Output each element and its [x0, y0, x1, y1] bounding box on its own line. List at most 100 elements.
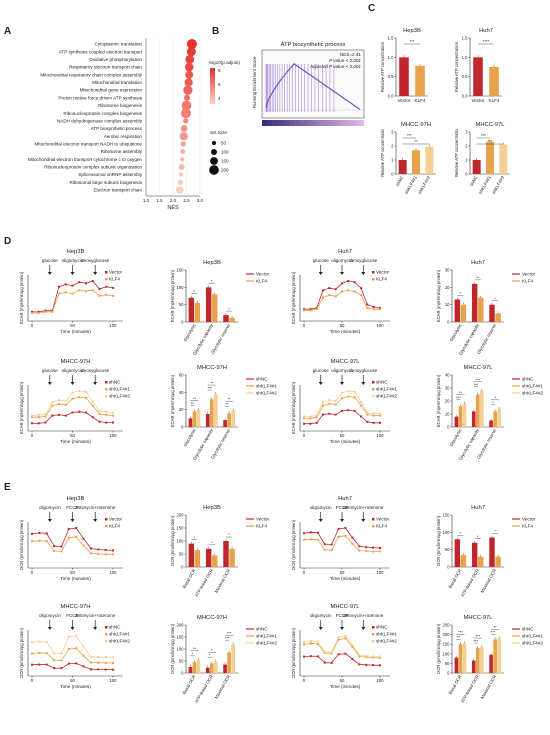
chart-d5-point: [98, 413, 101, 416]
chart-d3-legend-label: KLF4: [376, 277, 387, 282]
chart-e7-point: [379, 664, 381, 667]
chart-e6-y-tick: 0: [181, 671, 184, 676]
chart-a-size-dot: [209, 165, 219, 175]
chart-d8-legend-label: shKLF4#1: [522, 384, 543, 389]
chart-d7-point: [347, 395, 350, 398]
chart-e1-point: [89, 552, 92, 555]
chart-a-category-label: Proton motive force driven ATP synthesis: [58, 95, 142, 100]
chart-d3-point: [353, 290, 356, 293]
chart-d7-point: [309, 422, 312, 425]
chart-e3-x-tick: 0: [303, 570, 306, 575]
chart-d3-injection-label: glucose: [313, 258, 329, 263]
chart-d5-injection-label: deoxyglucose: [81, 368, 110, 373]
chart-a-category-label: Ribosome assembly: [101, 149, 143, 154]
chart-d5-title: MHCC-97H: [61, 359, 91, 365]
chart-c3-bar: [412, 150, 420, 174]
chart-d6-y-tick: 60: [179, 373, 184, 378]
chart-b-rank-cell: [272, 120, 275, 126]
chart-e6-x-tick: Basal OCR: [181, 674, 196, 695]
chart-e7-legend-label: shKLF4#1: [376, 632, 397, 637]
chart-c4-y-tick: 1: [465, 158, 468, 163]
chart-d8-sig-label: ***: [456, 395, 461, 400]
chart-d3-point: [334, 288, 337, 291]
chart-d5-point: [85, 390, 87, 393]
chart-c3-sig-label: ***: [407, 133, 412, 138]
chart-e3-title: Huh7: [338, 496, 352, 502]
chart-d1-legend-swatch: [105, 278, 108, 281]
chart-e1-point: [97, 548, 100, 551]
chart-b-rank-cell: [320, 120, 324, 126]
chart-d2-bar: [229, 317, 235, 322]
chart-d7-injection-label: glucose: [313, 368, 329, 373]
chart-e7-point: [303, 641, 305, 644]
chart-d5-point: [37, 422, 40, 425]
chart-d5-legend-label: shNC: [109, 380, 121, 385]
chart-e3-point: [379, 550, 381, 553]
chart-e7-legend-label: shNC: [376, 625, 388, 630]
chart-d7-point: [328, 412, 331, 415]
chart-b-gsea: ATP biosynthetic process Running Enrichme…: [252, 42, 365, 126]
chart-d6-bar: [231, 410, 235, 427]
chart-e3-x-tick: 50: [340, 570, 345, 575]
chart-e7-point: [316, 643, 319, 645]
chart-e1-point: [82, 537, 85, 540]
chart-e2-title: Hep3B: [203, 505, 221, 511]
chart-c3-y-label: Relative ATP concentratio: [380, 128, 385, 176]
chart-e3-legend-swatch: [372, 525, 375, 528]
chart-a-x-tick: 1.0: [143, 198, 150, 203]
chart-d7-legend-label: shKLF4#1: [376, 387, 397, 392]
chart-b-rank-cell: [284, 120, 288, 126]
chart-e1-lines: Hep3B OCR (pmol/min/μg protein) 0 50 100 Time…: [19, 496, 123, 581]
chart-e6-sig-label: **: [193, 646, 197, 651]
chart-d4-y-tick: 0: [447, 320, 450, 325]
chart-d6-y-tick: 40: [179, 390, 184, 395]
chart-d5-point: [105, 413, 108, 416]
chart-d7-legend-label: shKLF4#2: [376, 394, 397, 399]
chart-d1-point: [71, 292, 74, 295]
chart-e8-legend-label: shNC: [522, 627, 534, 632]
chart-e5-point: [38, 663, 41, 666]
chart-d1-legend-label: Vector: [109, 270, 122, 275]
chart-d7-point: [366, 411, 369, 414]
panel-label-b: B: [212, 26, 219, 37]
chart-d1-x-label: Time (minutes): [60, 329, 91, 334]
chart-e3-y-label: OCR (pmol/min/μg protein): [291, 519, 296, 570]
chart-e2-y-label: OCR (pmol/min/μg protein): [170, 515, 175, 566]
chart-b-rank-cell: [318, 120, 321, 126]
chart-e1-injection-label: oligomycin: [39, 505, 61, 510]
chart-e1-x-tick: 50: [70, 570, 75, 575]
chart-e4-y-label: OCR (pmol/min/μg protein): [436, 515, 441, 566]
chart-e2-x-tick: Basal OCR: [181, 568, 196, 589]
chart-e1-point: [67, 527, 70, 530]
chart-d5-point: [44, 413, 47, 416]
chart-d3-x-tick: 50: [340, 323, 345, 328]
chart-d8-bar: [462, 403, 467, 427]
chart-b-rank-cell: [282, 120, 286, 126]
chart-e3-point: [337, 535, 340, 538]
chart-e5-injection-label: oligomycin: [39, 613, 61, 618]
chart-a-category-label: Ribosomal large subunit biogenesis: [69, 180, 142, 185]
chart-d7-point: [322, 400, 324, 403]
chart-e1-point: [38, 539, 41, 542]
chart-d3-point: [379, 307, 381, 310]
chart-d2-x-tick: Glycolytic reserve: [210, 322, 232, 354]
chart-e1-series-line: [31, 536, 113, 555]
chart-e6-bar: [192, 662, 197, 673]
chart-d7-point: [379, 421, 381, 424]
chart-c2-y-label: Relative ATP concentration: [454, 41, 459, 92]
chart-e5-legend-label: shNC: [109, 625, 121, 630]
chart-e7-point: [303, 643, 305, 646]
chart-e5-point: [104, 668, 107, 671]
chart-e8-bar: [475, 648, 480, 673]
chart-d1-lines: Hep3B ECAR (mpH/min/μg protein) 0 50 100 Time…: [19, 249, 123, 334]
chart-d2-y-label: ECAR (mpH/min/μg protein): [170, 269, 175, 322]
chart-c4-sig-label: ***: [481, 133, 486, 138]
chart-e7-point: [372, 656, 375, 659]
chart-d2-bar: [223, 315, 229, 322]
chart-c3-bar: [398, 160, 407, 174]
chart-b-annotation: NES=2.41: [340, 52, 362, 57]
chart-d8-legend-label: shKLF4#2: [522, 391, 543, 396]
chart-c1-x-tick: KLF4: [415, 98, 426, 103]
chart-a-size-tick: 50: [221, 141, 227, 146]
